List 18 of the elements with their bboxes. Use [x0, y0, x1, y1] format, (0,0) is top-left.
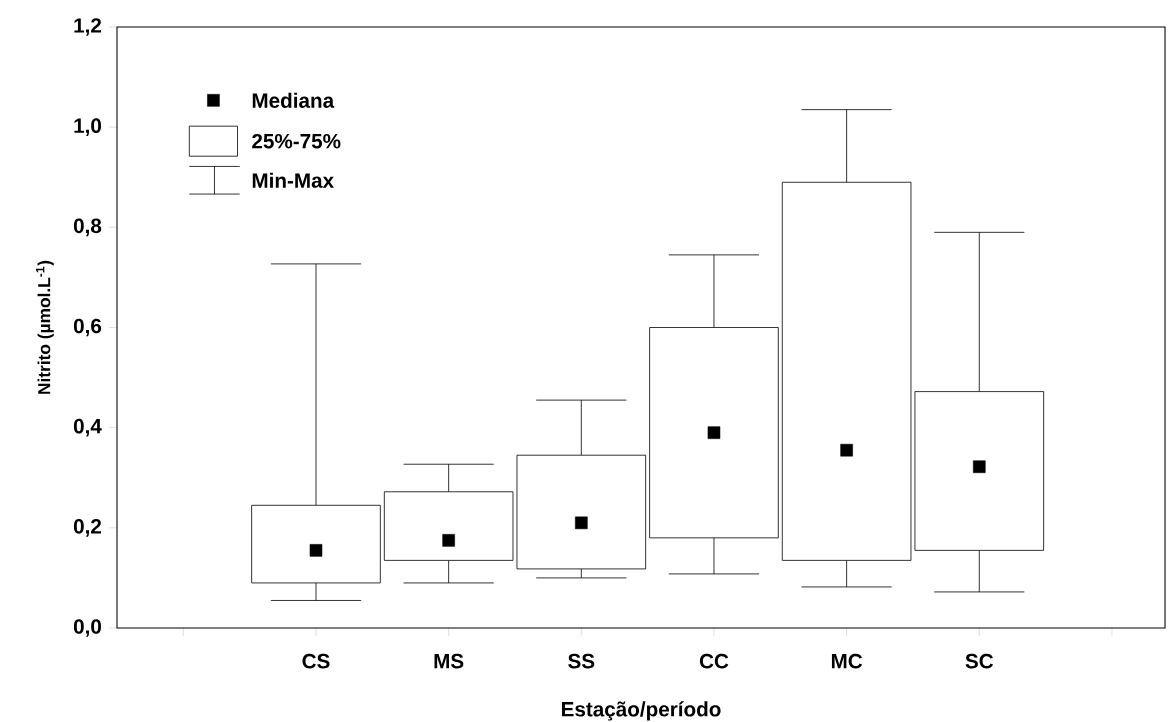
y-tick-label: 0,8 — [73, 218, 102, 237]
y-tick-label: 1,2 — [74, 18, 102, 36]
x-tick-label: MC — [831, 653, 863, 669]
y-tick-label: 0,6 — [73, 318, 102, 337]
y-tick-label: 1,0 — [74, 118, 101, 136]
y-tick-label: 0,0 — [73, 619, 101, 637]
annotation: Min-Max — [252, 172, 334, 188]
y-axis-title: Nitrito (µmol.L$^{-1}$) — [35, 260, 54, 394]
x-tick-label: CC — [699, 653, 729, 669]
x-tick-label: CS — [302, 653, 330, 669]
x-tick-label: MS — [434, 653, 464, 669]
x-tick-label: SC — [965, 653, 994, 669]
x-tick-label: SS — [568, 653, 595, 669]
y-tick-label: 0,2 — [73, 519, 102, 537]
y-tick-label: 0,4 — [73, 418, 102, 437]
annotation: Mediana — [252, 92, 335, 108]
annotation: 25%-75% — [252, 133, 341, 149]
x-axis-title: Estação/período — [562, 701, 721, 721]
